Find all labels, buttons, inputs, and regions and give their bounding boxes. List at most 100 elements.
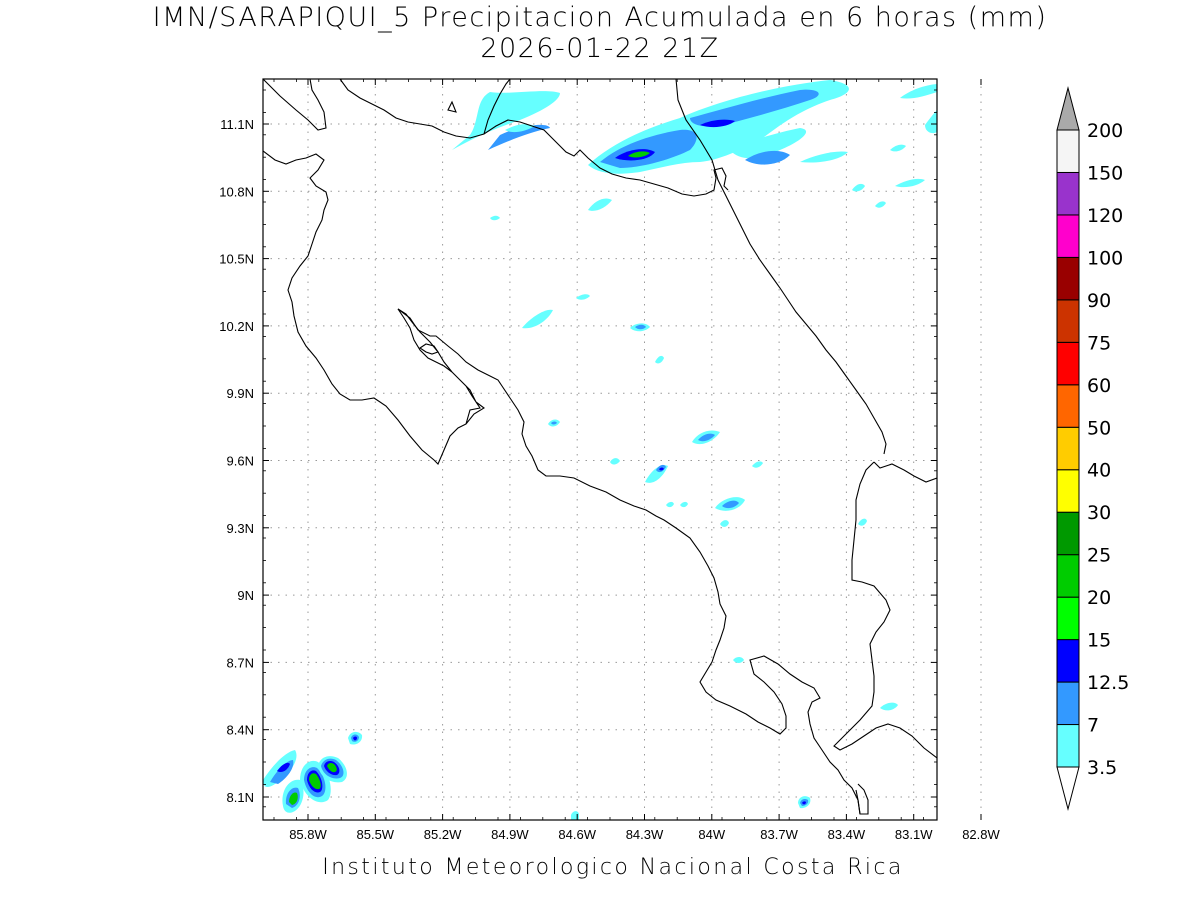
colorbar-segment (1056, 511, 1080, 556)
precip-area (752, 461, 763, 468)
lat-label: 10.2N (219, 319, 254, 334)
precip-area (730, 128, 807, 159)
precip-area (571, 811, 579, 820)
longitude-labels: 85.8W 85.5W 85.2W 84.9W 84.6W 84.3W 84W 83.7W 83… (289, 827, 1000, 842)
lat-label: 9.6N (227, 454, 254, 469)
lon-label: 83.4W (828, 827, 866, 842)
title-line-1: IMN/SARAPIQUI_5 Precipitacion Acumulada … (152, 2, 1048, 33)
colorbar-segment (1056, 341, 1080, 386)
latitude-labels: 11.1N 10.8N 10.5N 10.2N 9.9N 9.6N 9.3N 9N 8.7N 8.… (219, 117, 254, 805)
precip-area (700, 119, 735, 128)
panama-border-south (833, 461, 937, 759)
lat-label: 9N (237, 588, 254, 603)
nicoya-island (419, 343, 439, 355)
colorbar-label: 12.5 (1087, 672, 1129, 694)
precip-area (733, 657, 744, 663)
pacific-coastline (263, 150, 485, 465)
precip-area (680, 501, 688, 508)
grid-lines (263, 79, 982, 820)
title-line-2: 2026-01-22 21Z (480, 33, 720, 64)
precip-area (277, 762, 290, 773)
precip-area (551, 421, 557, 425)
colorbar-upper-arrow (1056, 86, 1080, 131)
colorbar-segment (1056, 214, 1080, 258)
colorbar-segment (1056, 596, 1080, 641)
lat-label: 10.8N (219, 184, 254, 199)
colorbar-lower-arrow (1056, 766, 1080, 811)
lon-label: 84W (698, 827, 725, 842)
lon-label: 84.9W (491, 827, 529, 842)
colorbar-label: 60 (1087, 375, 1111, 397)
precip-area (858, 518, 867, 526)
colorbar-segment (1056, 639, 1080, 683)
colorbar-segment (1056, 681, 1080, 726)
colorbar-segment (1056, 129, 1080, 173)
colorbar-segment (1056, 554, 1080, 598)
precip-area (720, 520, 729, 527)
colorbar-label: 50 (1087, 417, 1111, 439)
plot-frame (262, 78, 938, 821)
colorbar-label: 90 (1087, 290, 1111, 312)
precip-area (655, 355, 664, 364)
precip-area (890, 144, 906, 152)
colorbar-segment (1056, 256, 1080, 301)
lon-label: 82.8W (962, 827, 1000, 842)
precip-area (635, 324, 646, 330)
precip-area (895, 178, 925, 188)
colorbar-label: 150 (1087, 162, 1123, 184)
colorbar-segment (1056, 469, 1080, 513)
colorbar-label: 200 (1087, 120, 1123, 142)
coastline (263, 79, 937, 815)
osa-peninsula (855, 783, 869, 815)
colorbar-label: 30 (1087, 502, 1111, 524)
lon-label: 83.1W (895, 827, 933, 842)
colorbar-label: 40 (1087, 460, 1111, 482)
precip-area (327, 762, 337, 773)
lat-label: 10.5N (219, 252, 254, 267)
colorbar-label: 25 (1087, 545, 1111, 567)
lon-label: 85.2W (424, 827, 462, 842)
lat-label: 11.1N (220, 117, 254, 132)
precip-area (666, 501, 674, 508)
lat-label: 8.7N (227, 655, 254, 670)
precip-area (745, 150, 790, 165)
colorbar-segment (1056, 384, 1080, 428)
precip-area (722, 500, 739, 509)
precip-area (588, 198, 612, 211)
precip-area (800, 151, 848, 163)
colorbar-label: 15 (1087, 630, 1111, 652)
colorbar-label: 20 (1087, 587, 1111, 609)
panama-border (873, 461, 937, 483)
precip-area (353, 736, 357, 741)
lon-label: 84.3W (626, 827, 664, 842)
lat-label: 8.1N (227, 790, 254, 805)
map-title: IMN/SARAPIQUI_5 Precipitacion Acumulada … (0, 2, 1200, 64)
colorbar-label: 7 (1087, 715, 1099, 737)
colorbar-label: 75 (1087, 332, 1111, 354)
colorbar-segment (1056, 426, 1080, 471)
lat-label: 9.9N (227, 386, 254, 401)
colorbar-segment (1056, 171, 1080, 216)
precip-area (610, 458, 620, 465)
coast-bay (483, 79, 511, 135)
lat-label: 8.4N (227, 723, 254, 738)
precip-area (488, 124, 550, 150)
axis-ticks (263, 79, 982, 820)
lon-label: 85.5W (357, 827, 395, 842)
northern-border (339, 79, 729, 197)
precip-area (852, 183, 865, 192)
precip-area (659, 467, 664, 471)
colorbar-label: 100 (1087, 247, 1123, 269)
footer-credit: Instituto Meteorologico Nacional Costa R… (322, 855, 904, 880)
lon-label: 85.8W (289, 827, 327, 842)
precip-area (309, 773, 321, 790)
precip-area (802, 801, 806, 805)
colorbar: 3.5 7 12.5 15 20 25 30 40 50 60 75 90 100 120 150 200 (1056, 86, 1129, 811)
lon-label: 84.6W (558, 827, 596, 842)
precip-area (576, 294, 590, 300)
precip-area (925, 110, 937, 134)
caribbean-coastline (675, 79, 887, 455)
colorbar-segment (1056, 724, 1080, 768)
precip-area (698, 433, 715, 442)
